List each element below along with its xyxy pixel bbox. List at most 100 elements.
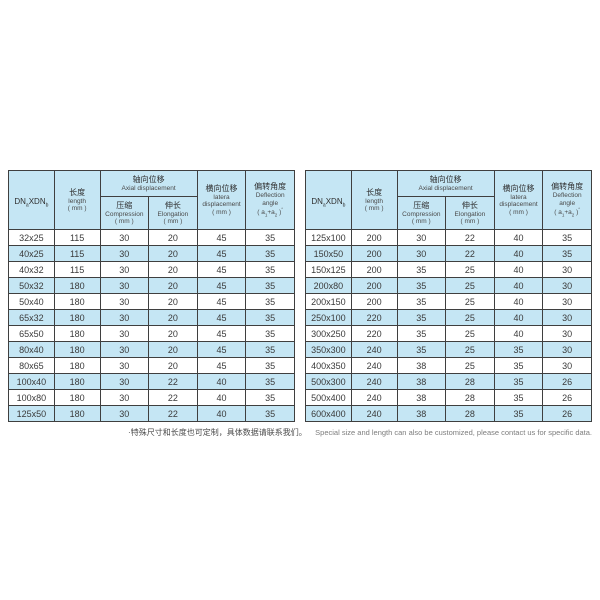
table-row: 400x350 240 38 25 35 30	[305, 357, 592, 374]
footnote-english: Special size and length can also be cust…	[315, 428, 592, 437]
value-cell: 200	[350, 229, 398, 246]
value-cell: 180	[53, 341, 101, 358]
dn-size-cell: 150x125	[305, 261, 352, 278]
value-cell: 40	[196, 405, 247, 422]
dn-size-cell: 200x150	[305, 293, 352, 310]
value-cell: 40	[196, 389, 247, 406]
value-cell: 45	[196, 277, 247, 294]
value-cell: 28	[445, 405, 495, 422]
value-cell: 240	[350, 405, 398, 422]
dn-size-cell: 500x300	[305, 373, 352, 390]
value-cell: 240	[350, 373, 398, 390]
value-cell: 30	[542, 277, 592, 294]
value-cell: 45	[196, 357, 247, 374]
spec-table-right: DNaXDNb 长度 length ( mm ) 轴向位移 Axial disp…	[305, 170, 592, 422]
value-cell: 20	[148, 277, 198, 294]
value-cell: 30	[99, 373, 150, 390]
header-axial-displacement: 轴向位移 Axial displacement	[99, 170, 198, 197]
dn-size-cell: 250x100	[305, 309, 352, 326]
value-cell: 35	[493, 405, 544, 422]
value-cell: 20	[148, 245, 198, 262]
value-cell: 220	[350, 309, 398, 326]
table-row: 300x250 220 35 25 40 30	[305, 325, 592, 342]
dn-size-cell: 125x100	[305, 229, 352, 246]
table-row: 150x50 200 30 22 40 35	[305, 245, 592, 262]
dn-size-cell: 65x32	[8, 309, 55, 326]
value-cell: 30	[99, 261, 150, 278]
value-cell: 40	[196, 373, 247, 390]
value-cell: 30	[99, 277, 150, 294]
value-cell: 30	[99, 293, 150, 310]
value-cell: 40	[493, 325, 544, 342]
dn-size-cell: 100x80	[8, 389, 55, 406]
value-cell: 35	[396, 277, 447, 294]
value-cell: 38	[396, 389, 447, 406]
value-cell: 240	[350, 389, 398, 406]
spec-tables-container: DNaXDNb 长度 length ( mm ) 轴向位移 Axial disp…	[8, 170, 592, 422]
value-cell: 45	[196, 325, 247, 342]
dn-size-cell: 400x350	[305, 357, 352, 374]
table-row: 32x25 115 30 20 45 35	[8, 229, 295, 246]
table-row: 250x100 220 35 25 40 30	[305, 309, 592, 326]
value-cell: 180	[53, 357, 101, 374]
header-elongation: 伸长 Elongation ( mm )	[445, 196, 495, 230]
value-cell: 200	[350, 261, 398, 278]
dn-size-cell: 65x50	[8, 325, 55, 342]
value-cell: 115	[53, 245, 101, 262]
value-cell: 25	[445, 261, 495, 278]
value-cell: 45	[196, 341, 247, 358]
value-cell: 180	[53, 293, 101, 310]
value-cell: 25	[445, 293, 495, 310]
table-row: 500x400 240 38 28 35 26	[305, 389, 592, 406]
value-cell: 240	[350, 357, 398, 374]
value-cell: 35	[493, 341, 544, 358]
table-row: 50x40 180 30 20 45 35	[8, 293, 295, 310]
header-dn-size: DNaXDNb	[305, 170, 352, 230]
value-cell: 20	[148, 293, 198, 310]
value-cell: 45	[196, 309, 247, 326]
footnote: ·特殊尺寸和长度也可定制，具体数据请联系我们。 Special size and…	[128, 422, 592, 440]
value-cell: 38	[396, 405, 447, 422]
value-cell: 40	[493, 277, 544, 294]
value-cell: 20	[148, 309, 198, 326]
value-cell: 28	[445, 373, 495, 390]
value-cell: 35	[245, 293, 295, 310]
value-cell: 30	[396, 229, 447, 246]
dn-size-cell: 200x80	[305, 277, 352, 294]
value-cell: 40	[493, 261, 544, 278]
value-cell: 35	[493, 389, 544, 406]
value-cell: 28	[445, 389, 495, 406]
value-cell: 35	[245, 341, 295, 358]
value-cell: 35	[245, 357, 295, 374]
table-row: 100x80 180 30 22 40 35	[8, 389, 295, 406]
value-cell: 115	[53, 261, 101, 278]
value-cell: 180	[53, 389, 101, 406]
table-row: 350x300 240 35 25 35 30	[305, 341, 592, 358]
table-row: 600x400 240 38 28 35 26	[305, 405, 592, 422]
value-cell: 35	[493, 373, 544, 390]
value-cell: 30	[542, 293, 592, 310]
header-lateral-displacement: 横向位移 latera displacement ( mm )	[196, 170, 247, 230]
dn-size-cell: 125x50	[8, 405, 55, 422]
value-cell: 35	[245, 229, 295, 246]
value-cell: 38	[396, 357, 447, 374]
value-cell: 180	[53, 405, 101, 422]
value-cell: 35	[245, 325, 295, 342]
value-cell: 30	[99, 357, 150, 374]
value-cell: 220	[350, 325, 398, 342]
value-cell: 200	[350, 277, 398, 294]
value-cell: 180	[53, 325, 101, 342]
dn-size-cell: 50x32	[8, 277, 55, 294]
value-cell: 115	[53, 229, 101, 246]
value-cell: 180	[53, 309, 101, 326]
header-deflection-angle: 偏转角度 Deflection angle ( a1+a2 )°	[245, 170, 295, 230]
value-cell: 20	[148, 229, 198, 246]
value-cell: 22	[148, 373, 198, 390]
value-cell: 25	[445, 309, 495, 326]
dn-size-cell: 80x65	[8, 357, 55, 374]
value-cell: 22	[148, 405, 198, 422]
dn-size-cell: 150x50	[305, 245, 352, 262]
value-cell: 20	[148, 341, 198, 358]
value-cell: 22	[148, 389, 198, 406]
table-row: 125x100 200 30 22 40 35	[305, 229, 592, 246]
